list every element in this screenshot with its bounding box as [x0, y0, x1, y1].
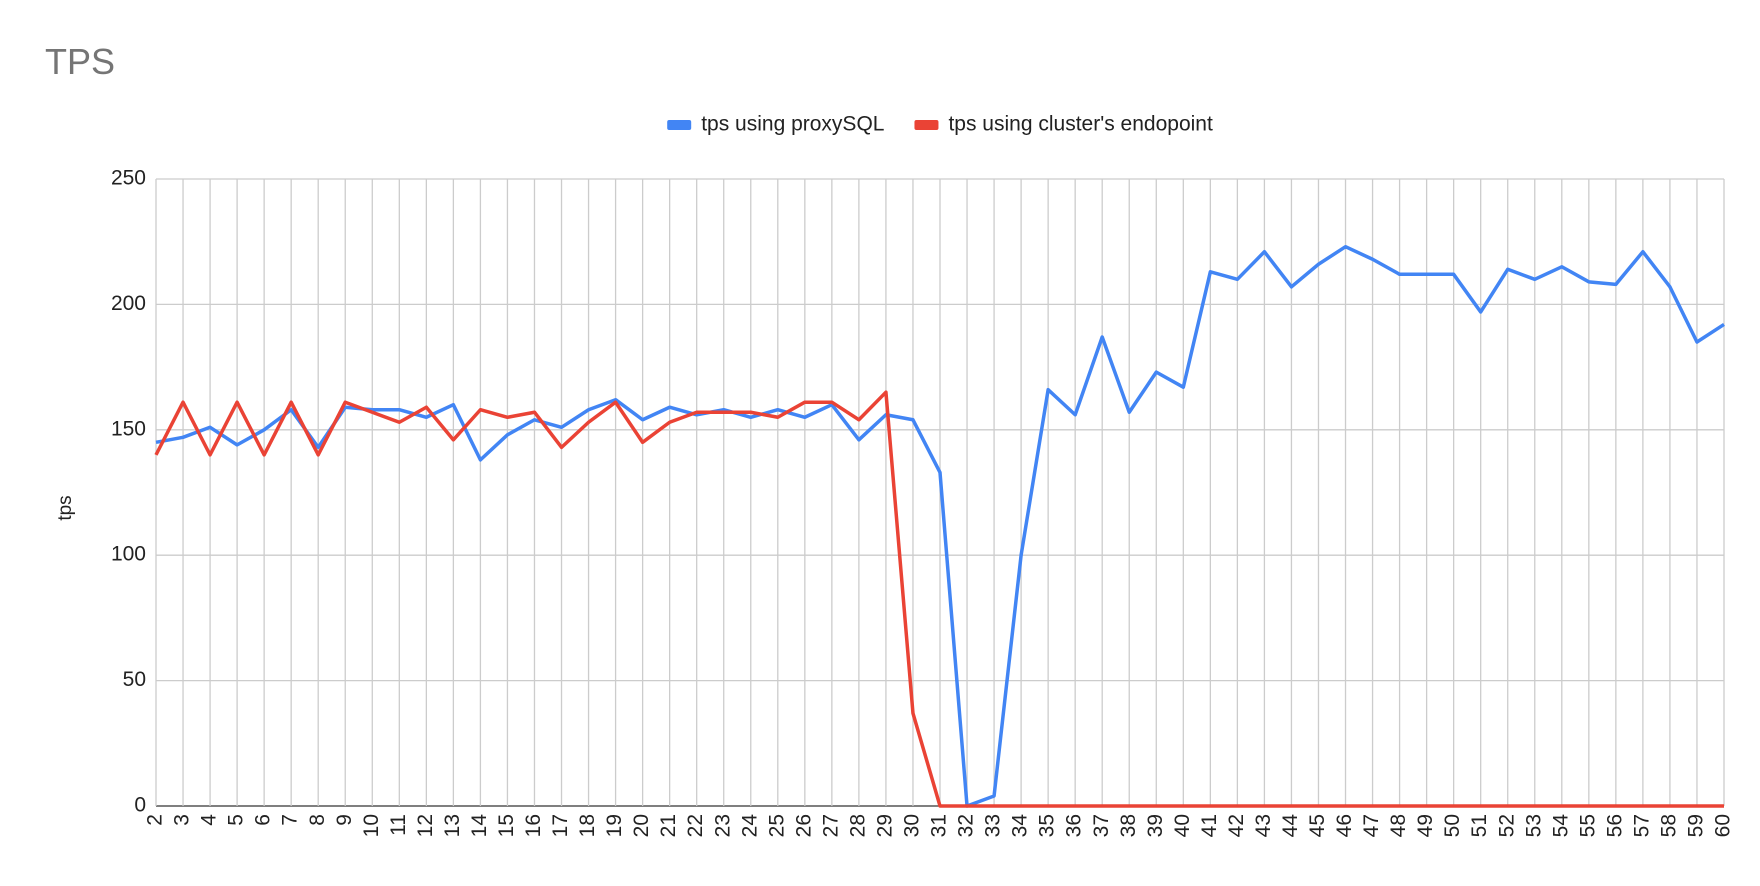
x-tick-label: 12: [414, 814, 437, 837]
x-tick-label: 51: [1468, 814, 1491, 837]
x-tick-label: 7: [279, 814, 302, 826]
y-tick-label: 200: [111, 292, 146, 315]
legend: tps using proxySQL tps using cluster's en…: [667, 113, 1213, 136]
legend-label: tps using proxySQL: [701, 113, 884, 136]
x-tick-label: 11: [387, 814, 410, 836]
x-tick-label: 41: [1198, 814, 1221, 837]
series-line: [154, 390, 1724, 808]
x-tick-label: 40: [1171, 814, 1194, 837]
x-tick-label: 26: [792, 814, 815, 837]
x-tick-label: 39: [1144, 814, 1167, 837]
x-tick-label: 14: [468, 814, 491, 838]
x-tick-label: 34: [1009, 814, 1032, 838]
legend-label: tps using cluster's endopoint: [948, 113, 1213, 136]
x-tick-label: 49: [1414, 814, 1437, 837]
x-tick-label: 37: [1090, 814, 1113, 837]
x-tick-label: 46: [1333, 814, 1356, 837]
x-tick-label: 29: [873, 814, 896, 837]
x-tick-label: 8: [306, 814, 329, 826]
x-tick-label: 57: [1630, 814, 1653, 837]
y-tick-label: 0: [134, 794, 146, 817]
x-tick-label: 25: [765, 814, 788, 837]
x-tick-label: 9: [333, 814, 356, 826]
y-tick-label: 150: [111, 417, 146, 440]
x-tick-label: 47: [1360, 814, 1383, 837]
x-tick-label: 18: [576, 814, 599, 837]
x-tick-label: 56: [1603, 814, 1626, 837]
x-tick-label: 48: [1387, 814, 1410, 837]
x-tick-label: 60: [1712, 814, 1735, 837]
x-tick-label: 2: [144, 814, 167, 826]
x-tick-label: 27: [819, 814, 842, 837]
x-tick-label: 44: [1279, 814, 1302, 838]
x-tick-label: 52: [1495, 814, 1518, 837]
x-tick-label: 21: [657, 814, 680, 837]
x-tick-label: 45: [1306, 814, 1329, 837]
chart-title: TPS: [45, 41, 115, 82]
x-tick-label: 59: [1685, 814, 1708, 837]
x-tick-label: 53: [1522, 814, 1545, 837]
x-tick-label: 58: [1657, 814, 1680, 837]
x-tick-label: 13: [441, 814, 464, 837]
y-axis-label: tps: [55, 495, 76, 520]
x-tick-label: 3: [171, 814, 194, 826]
x-tick-label: 31: [928, 814, 951, 837]
x-tick-label: 16: [522, 814, 545, 837]
legend-swatch: [914, 120, 939, 130]
x-tick-label: 15: [495, 814, 518, 837]
x-tick-label: 17: [549, 814, 572, 837]
y-tick-label: 50: [123, 668, 146, 691]
x-tick-label: 30: [901, 814, 924, 837]
x-tick-label: 10: [360, 814, 383, 837]
series-line: [155, 244, 1725, 808]
x-tick-label: 19: [603, 814, 626, 837]
x-tick-label: 35: [1036, 814, 1059, 837]
x-tick-label: 32: [955, 814, 978, 837]
x-tick-label: 28: [846, 814, 869, 837]
x-tick-label: 4: [198, 814, 221, 826]
x-tick-label: 23: [711, 814, 734, 837]
x-tick-label: 38: [1117, 814, 1140, 837]
x-tick-label: 20: [630, 814, 653, 837]
x-tick-label: 24: [738, 814, 761, 838]
x-tick-label: 50: [1441, 814, 1464, 837]
x-tick-label: 55: [1576, 814, 1599, 837]
x-tick-label: 42: [1225, 814, 1248, 837]
x-tick-label: 33: [982, 814, 1005, 837]
x-tick-label: 5: [225, 814, 248, 826]
legend-swatch: [667, 120, 692, 130]
y-tick-label: 100: [111, 543, 146, 566]
x-tick-label: 43: [1252, 814, 1275, 837]
x-tick-label: 36: [1063, 814, 1086, 837]
x-tick-label: 22: [684, 814, 707, 837]
y-tick-label: 250: [111, 167, 146, 190]
x-tick-label: 54: [1549, 814, 1572, 838]
x-tick-label: 6: [252, 814, 275, 826]
